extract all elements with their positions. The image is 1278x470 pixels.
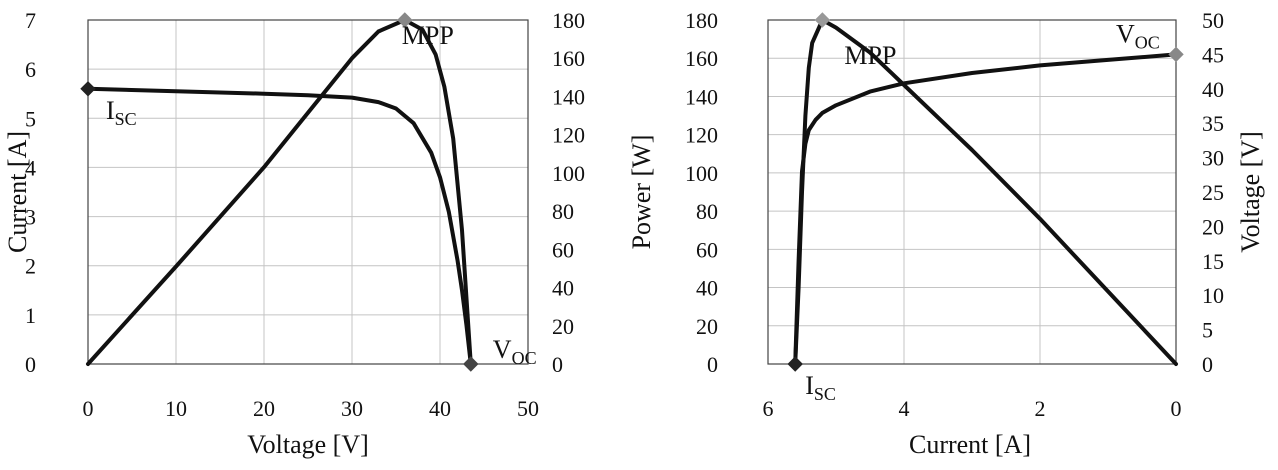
y-left-tick-label: 160 xyxy=(685,46,718,71)
y-left-tick-label: 40 xyxy=(696,276,718,301)
y-right-tick-label: 140 xyxy=(552,84,585,109)
y-left-axis-title: Current [A] xyxy=(3,131,32,253)
annotation-main: I xyxy=(106,96,115,125)
y-right-tick-label: 160 xyxy=(552,46,585,71)
plot-frame xyxy=(87,19,529,365)
x-tick-label: 0 xyxy=(83,396,94,421)
y-left-tick-label: 60 xyxy=(696,237,718,262)
marker-voc xyxy=(463,356,479,372)
annotation-main: MPP xyxy=(844,41,896,70)
marker-mpp xyxy=(814,12,831,28)
y-left-tick-label: 3 xyxy=(25,205,36,230)
x-axis-title: Current [A] xyxy=(909,430,1031,459)
y-right-tick-label: 180 xyxy=(552,8,585,33)
y-left-tick-label: 180 xyxy=(685,8,718,33)
x-tick-label: 40 xyxy=(429,396,451,421)
iv-pv-chart: 0 10 20 30 40 50 0 1 2 3 4 5 6 7 0 20 40 60 80 100 120 140 160… xyxy=(3,8,585,459)
series-line-p-v xyxy=(86,18,473,366)
y-right-tick-label: 120 xyxy=(552,123,585,148)
annotation-voc: VOC xyxy=(1116,19,1160,52)
y-left-tick-label: 1 xyxy=(25,303,36,328)
y-right-tick-label: 60 xyxy=(552,237,574,262)
pi-vi-chart: 6 4 2 0020406080100120140160180051015202530… xyxy=(627,8,1265,459)
y-right-tick-label: 35 xyxy=(1202,111,1224,136)
y-left-tick-label: 100 xyxy=(685,161,718,186)
annotation-mpp: MPP xyxy=(844,41,896,70)
y-right-tick-label: 20 xyxy=(1202,214,1224,239)
x-tick-label: 20 xyxy=(253,396,275,421)
annotation-subscript: OC xyxy=(1135,32,1160,52)
y-left-tick-label: 0 xyxy=(707,352,718,377)
y-right-tick-label: 40 xyxy=(552,276,574,301)
x-tick-label: 6 xyxy=(763,396,774,421)
annotation-main: V xyxy=(493,335,512,364)
y-left-tick-label: 5 xyxy=(25,106,36,131)
y-right-tick-label: 80 xyxy=(552,199,574,224)
x-tick-label: 2 xyxy=(1035,396,1046,421)
annotation-main: I xyxy=(805,371,814,400)
y-left-tick-label: 6 xyxy=(25,57,36,82)
y-right-axis-title: Voltage [V] xyxy=(1236,131,1265,253)
y-left-tick-label: 2 xyxy=(25,254,36,279)
y-left-tick-label: 0 xyxy=(25,352,36,377)
series-line-v-i xyxy=(793,52,1178,366)
x-tick-label: 0 xyxy=(1171,396,1182,421)
x-tick-label: 30 xyxy=(341,396,363,421)
marker-voc xyxy=(1168,46,1184,63)
y-left-tick-label: 120 xyxy=(685,123,718,148)
annotation-main: V xyxy=(1116,19,1135,48)
x-tick-label: 4 xyxy=(899,396,910,421)
annotation-subscript: SC xyxy=(814,384,836,404)
y-right-tick-label: 25 xyxy=(1202,180,1224,205)
y-right-tick-label: 40 xyxy=(1202,77,1224,102)
y-right-tick-label: 0 xyxy=(1202,352,1213,377)
marker-isc xyxy=(787,356,803,372)
y-right-tick-label: 5 xyxy=(1202,318,1213,343)
annotation-subscript: OC xyxy=(512,348,537,368)
y-right-tick-label: 50 xyxy=(1202,8,1224,33)
y-right-tick-label: 10 xyxy=(1202,283,1224,308)
x-axis-title: Voltage [V] xyxy=(247,430,369,459)
annotation-isc: ISC xyxy=(106,96,137,129)
y-right-tick-label: 0 xyxy=(552,352,563,377)
annotation-main: MPP xyxy=(402,21,454,50)
y-left-tick-label: 140 xyxy=(685,84,718,109)
y-right-tick-label: 30 xyxy=(1202,146,1224,171)
annotation-isc: ISC xyxy=(805,371,836,404)
y-right-tick-label: 15 xyxy=(1202,249,1224,274)
y-left-tick-label: 80 xyxy=(696,199,718,224)
series-line-i-v xyxy=(86,86,473,366)
y-right-tick-label: 100 xyxy=(552,161,585,186)
marker-isc xyxy=(80,81,96,97)
x-tick-label: 50 xyxy=(517,396,539,421)
y-right-tick-label: 45 xyxy=(1202,42,1224,67)
plot-frame xyxy=(767,19,1177,365)
y-left-tick-label: 7 xyxy=(25,8,36,33)
annotation-mpp: MPP xyxy=(402,21,454,50)
y-left-tick-label: 20 xyxy=(696,314,718,339)
annotation-subscript: SC xyxy=(115,109,137,129)
y-left-tick-label: 4 xyxy=(25,155,36,180)
annotation-voc: VOC xyxy=(493,335,537,368)
y-left-axis-title: Power [W] xyxy=(627,135,656,250)
x-tick-label: 10 xyxy=(165,396,187,421)
y-right-tick-label: 20 xyxy=(552,314,574,339)
marker-mpp xyxy=(397,12,413,28)
